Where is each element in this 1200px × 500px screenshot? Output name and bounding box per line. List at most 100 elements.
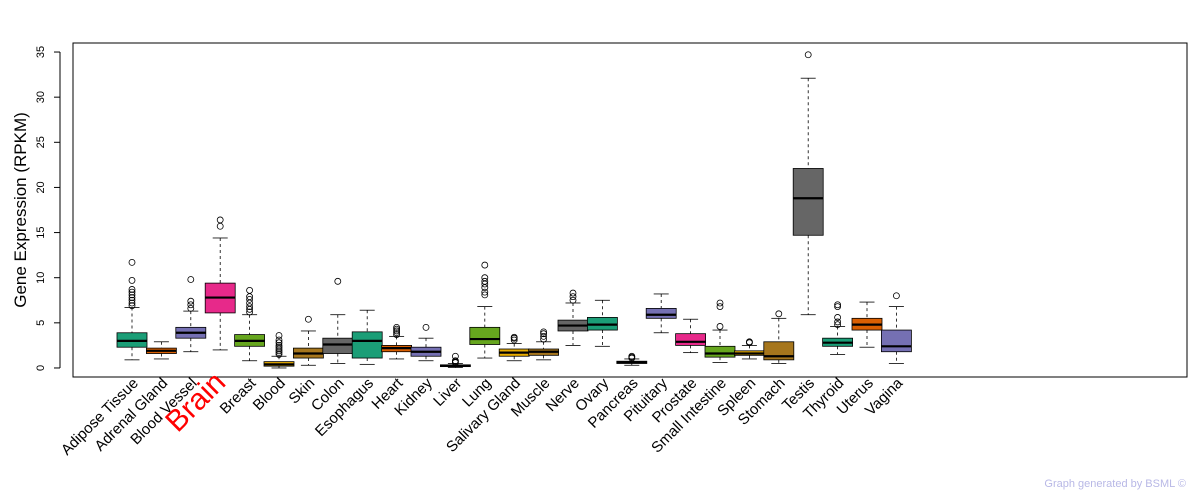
box-lung <box>469 261 501 359</box>
iqr-box <box>351 331 383 359</box>
outlier-point <box>716 303 724 310</box>
outlier-point <box>716 299 724 307</box>
outlier-point <box>128 291 136 299</box>
box-breast <box>234 286 266 362</box>
y-tick-label: 35 <box>35 46 47 58</box>
y-axis-label: Gene Expression (RPKM) <box>11 112 30 308</box>
outlier-point <box>187 301 195 309</box>
outlier-point <box>393 323 401 331</box>
outlier-point <box>128 258 136 266</box>
iqr-box <box>792 168 824 236</box>
outlier-point <box>216 216 224 224</box>
x-tick-label: Blood <box>250 375 289 414</box>
box-prostate <box>675 318 706 354</box>
outlier-point <box>128 277 136 284</box>
outlier-point <box>481 277 489 285</box>
outlier-point <box>334 277 342 285</box>
y-tick-label: 15 <box>35 226 47 238</box>
iqr-box <box>469 326 501 345</box>
box-blood <box>263 332 295 369</box>
y-tick-label: 10 <box>35 272 47 284</box>
boxes-layer <box>116 51 912 369</box>
outlier-point <box>834 321 841 329</box>
outlier-point <box>275 343 283 351</box>
outlier-point <box>128 299 136 307</box>
outlier-point <box>275 347 283 355</box>
box-spleen <box>734 338 765 360</box>
outlier-point <box>834 314 841 321</box>
box-adipose-tissue <box>116 258 148 361</box>
outlier-point <box>540 332 547 340</box>
outlier-point <box>834 303 841 310</box>
outlier-point <box>275 349 283 357</box>
y-tick-label: 20 <box>35 181 47 193</box>
iqr-box <box>881 329 912 353</box>
outlier-point <box>540 335 547 343</box>
box-vagina <box>881 292 912 364</box>
outlier-point <box>216 222 224 230</box>
box-esophagus <box>351 309 383 365</box>
y-tick-label: 5 <box>35 320 47 326</box>
outlier-point <box>540 328 547 336</box>
box-uterus <box>851 301 883 348</box>
outlier-point <box>481 291 489 299</box>
credit-text: Graph generated by BSML © <box>1044 478 1186 490</box>
outlier-point <box>510 336 518 344</box>
outlier-point <box>128 294 136 301</box>
box-colon <box>322 277 354 364</box>
y-tick-label: 30 <box>35 91 47 103</box>
outlier-point <box>246 303 254 310</box>
outlier-point <box>246 299 254 307</box>
box-kidney <box>410 323 442 362</box>
plot-area: 0 5 10 15 20 25 30 35 <box>35 42 1188 378</box>
outlier-point <box>481 274 489 282</box>
outlier-point <box>304 315 312 323</box>
outlier-point <box>393 327 401 335</box>
box-pancreas <box>616 352 648 366</box>
outlier-point <box>275 332 283 339</box>
outlier-point <box>628 352 636 360</box>
iqr-box <box>645 307 677 319</box>
outlier-point <box>128 288 136 296</box>
box-brain <box>204 216 236 351</box>
outlier-point <box>716 323 724 330</box>
outlier-point <box>804 51 812 59</box>
outlier-point <box>481 288 489 296</box>
box-thyroid <box>822 301 853 355</box>
outlier-point <box>451 352 459 360</box>
y-tick-label: 0 <box>35 365 47 371</box>
x-tick-label: Liver <box>430 375 465 410</box>
outlier-point <box>481 284 489 292</box>
y-tick-label: 25 <box>35 136 47 148</box>
outlier-point <box>746 338 753 346</box>
outlier-point <box>481 261 489 269</box>
plot-frame <box>72 42 1188 378</box>
box-pituitary <box>645 293 677 334</box>
outlier-point <box>246 295 254 303</box>
outlier-point <box>275 342 283 349</box>
outlier-point <box>451 357 459 365</box>
outlier-point <box>246 308 254 316</box>
outlier-point <box>275 351 283 358</box>
iqr-box <box>704 345 736 358</box>
iqr-box <box>322 337 354 354</box>
outlier-point <box>540 330 547 338</box>
box-adrenal-gland <box>145 341 177 360</box>
outlier-point <box>569 296 577 304</box>
box-blood-vessel <box>175 276 207 353</box>
box-skin <box>292 315 324 366</box>
outlier-point <box>393 325 401 333</box>
box-small-intestine <box>704 299 736 363</box>
outlier-point <box>187 276 195 283</box>
box-testis <box>792 51 824 316</box>
outlier-point <box>834 301 841 309</box>
outlier-point <box>128 296 136 304</box>
outlier-point <box>510 333 518 341</box>
outlier-point <box>275 339 283 347</box>
box-liver <box>439 352 471 368</box>
outlier-point <box>187 304 195 312</box>
box-stomach <box>763 310 795 364</box>
outlier-point <box>393 331 401 338</box>
